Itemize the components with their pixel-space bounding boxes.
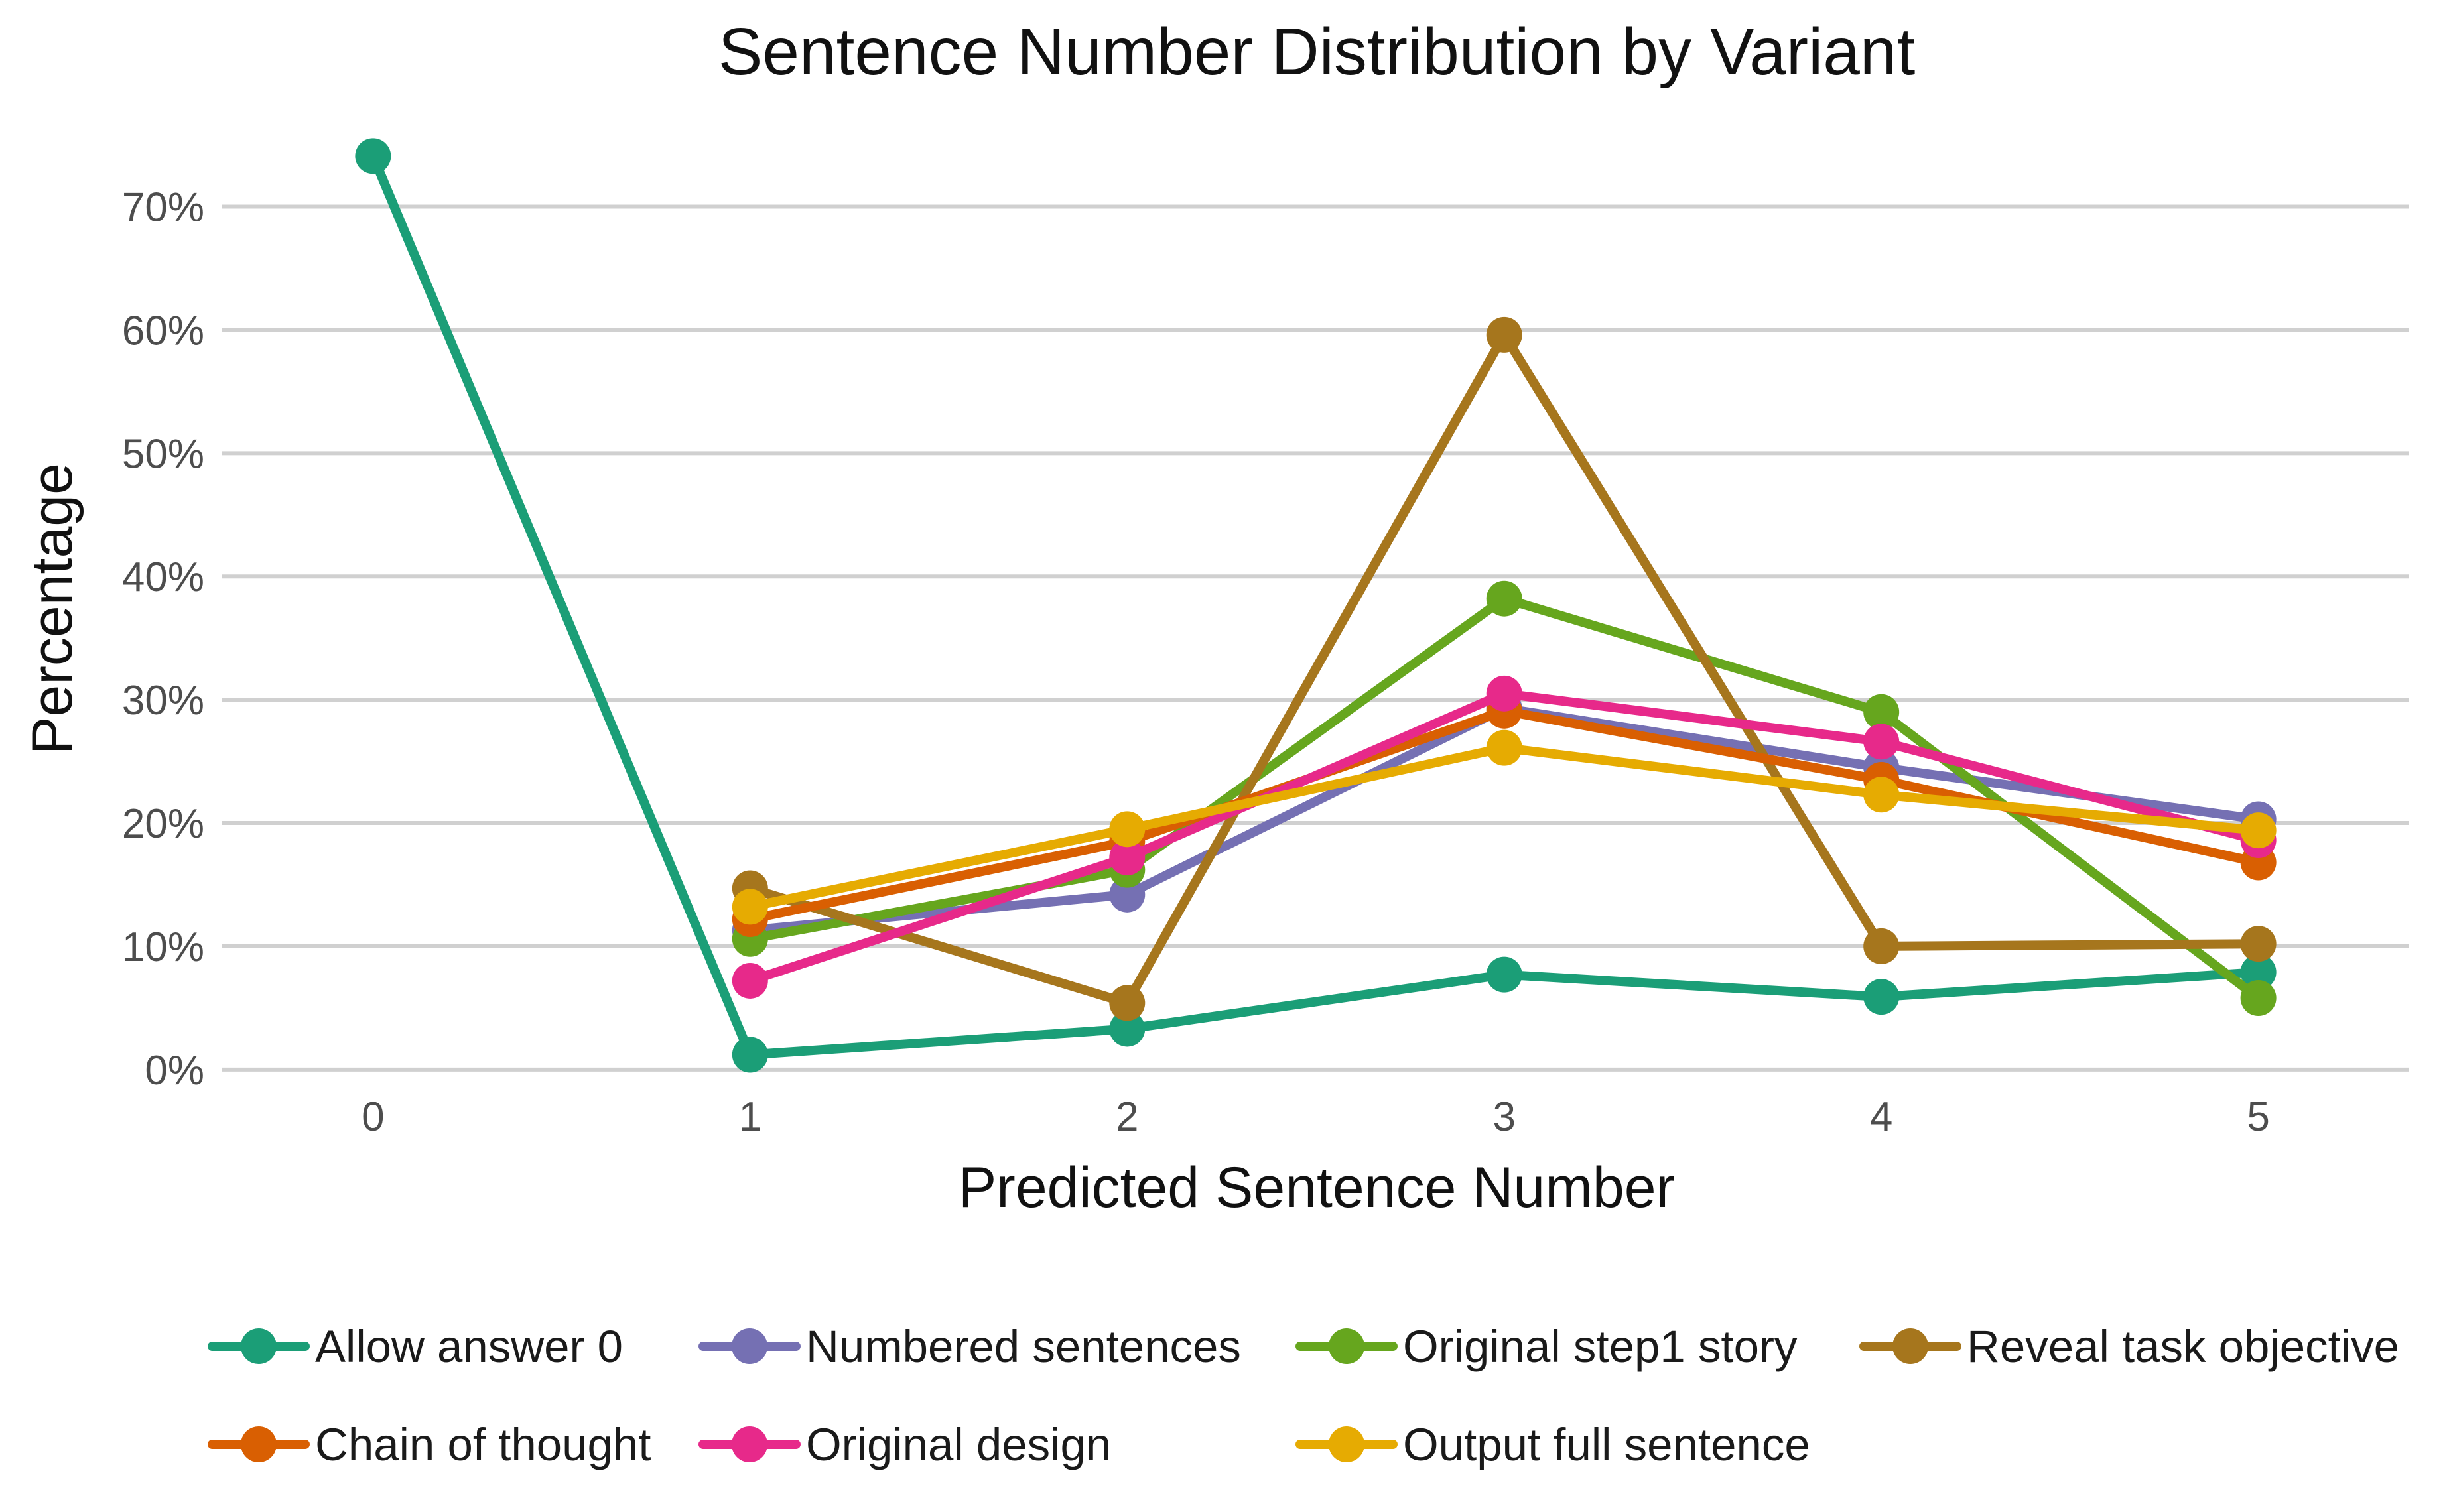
y-tick-label: 30% (122, 678, 204, 724)
series-line-allow-answer-0 (368, 151, 2263, 1060)
data-point-original-step1-story (1863, 694, 1900, 730)
legend-label: Numbered sentences (806, 1321, 1241, 1372)
x-tick-label: 1 (739, 1094, 761, 1140)
legend: Allow answer 0 Numbered sentences Original… (208, 1321, 2399, 1470)
x-axis-title: Predicted Sentence Number (959, 1156, 1675, 1220)
x-tick-label: 4 (1870, 1094, 1892, 1140)
legend-item-allow-answer-0: Allow answer 0 (208, 1321, 623, 1372)
legend-label: Original design (806, 1419, 1111, 1470)
legend-label: Chain of thought (315, 1419, 651, 1470)
data-point-allow-answer-0 (732, 1037, 768, 1073)
data-point-original-step1-story (1486, 580, 1522, 617)
x-tick-label: 2 (1116, 1094, 1138, 1140)
data-point-allow-answer-0 (2240, 954, 2277, 990)
data-point-output-full-sentence (732, 889, 768, 925)
legend-swatch-marker (732, 1426, 767, 1462)
legend-item-original-step1-story: Original step1 story (1295, 1321, 1798, 1372)
legend-label: Allow answer 0 (315, 1321, 623, 1372)
legend-swatch-marker (732, 1328, 767, 1364)
data-point-original-design (1486, 675, 1522, 712)
legend-swatch-marker (241, 1426, 277, 1462)
legend-swatch-marker (1329, 1328, 1364, 1364)
data-point-allow-answer-0 (1863, 979, 1900, 1015)
x-tick-label: 3 (1492, 1094, 1515, 1140)
y-axis-tick-labels: 0% 10% 20% 30% 40% 50% 60% 70% (122, 185, 204, 1094)
legend-item-original-design: Original design (698, 1419, 1111, 1470)
data-point-original-design (1863, 724, 1900, 760)
legend-item-chain-of-thought: Chain of thought (208, 1419, 651, 1470)
x-axis-tick-labels: 0 1 2 3 4 5 (362, 1094, 2270, 1140)
legend-label: Original step1 story (1403, 1321, 1798, 1372)
legend-item-reveal-task-objective: Reveal task objective (1859, 1321, 2399, 1372)
data-point-original-design (732, 962, 768, 999)
series-output-full-sentence (732, 729, 2277, 925)
legend-label: Reveal task objective (1967, 1321, 2399, 1372)
legend-label: Output full sentence (1403, 1419, 1810, 1470)
series-line-original-step1-story (745, 594, 2263, 1003)
x-tick-label: 0 (362, 1094, 384, 1140)
data-point-reveal-task-objective (1486, 316, 1522, 353)
data-point-original-design (1109, 840, 1146, 876)
legend-swatch-marker (241, 1328, 277, 1364)
y-tick-label: 40% (122, 554, 204, 600)
y-axis-title: Percentage (21, 463, 84, 755)
data-point-reveal-task-objective (1109, 985, 1146, 1021)
y-tick-label: 70% (122, 185, 204, 231)
data-point-allow-answer-0 (1109, 1011, 1146, 1047)
y-tick-label: 0% (145, 1048, 204, 1094)
data-point-original-step1-story (2240, 980, 2277, 1016)
data-point-reveal-task-objective (1863, 928, 1900, 964)
legend-swatch-marker (1892, 1328, 1928, 1364)
data-point-allow-answer-0 (355, 138, 391, 174)
gridlines (222, 204, 2409, 1072)
legend-item-output-full-sentence: Output full sentence (1295, 1419, 1810, 1470)
y-tick-label: 50% (122, 431, 204, 477)
data-point-output-full-sentence (1863, 777, 1900, 813)
data-point-output-full-sentence (1486, 729, 1522, 766)
legend-swatch-marker (1329, 1426, 1364, 1462)
y-tick-label: 20% (122, 801, 204, 847)
y-tick-label: 60% (122, 308, 204, 353)
data-point-numbered-sentences (1109, 876, 1146, 913)
data-point-output-full-sentence (2240, 812, 2277, 849)
data-point-output-full-sentence (1109, 811, 1146, 848)
y-tick-label: 10% (122, 924, 204, 970)
series-original-design (732, 675, 2277, 999)
data-point-reveal-task-objective (2240, 926, 2277, 962)
data-point-allow-answer-0 (1486, 956, 1522, 993)
series-group (355, 138, 2277, 1073)
x-tick-label: 5 (2247, 1094, 2269, 1140)
legend-item-numbered-sentences: Numbered sentences (698, 1321, 1241, 1372)
chart-title: Sentence Number Distribution by Variant (718, 15, 1916, 89)
series-allow-answer-0 (355, 138, 2277, 1073)
